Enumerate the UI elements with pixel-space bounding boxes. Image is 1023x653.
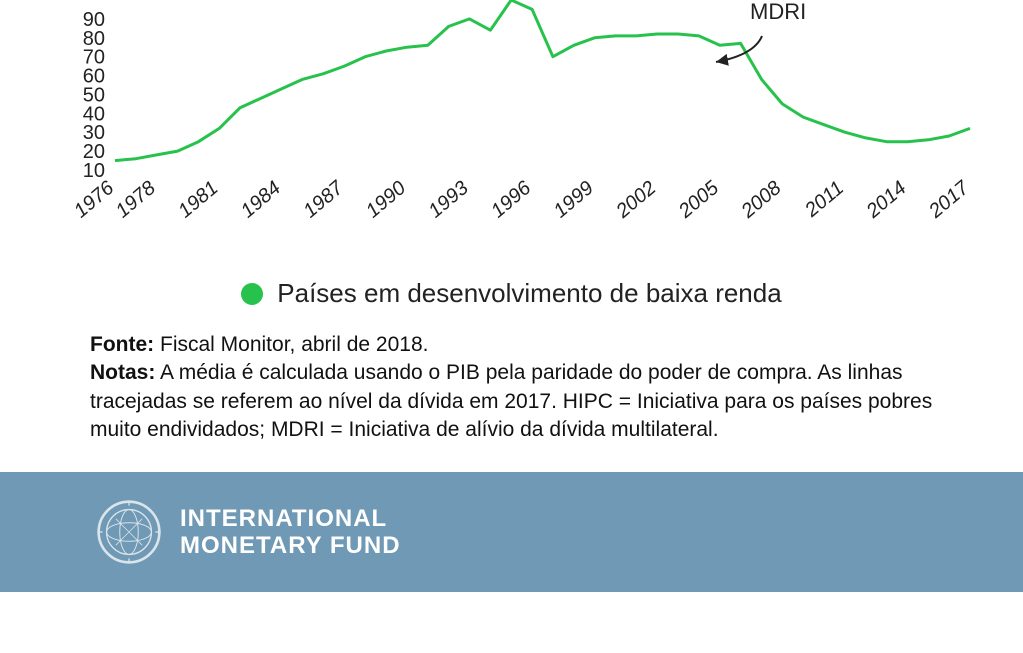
- svg-text:2017: 2017: [924, 176, 974, 223]
- svg-text:2005: 2005: [674, 176, 724, 223]
- svg-text:2002: 2002: [611, 177, 660, 223]
- annotation-line2: MDRI: [750, 0, 836, 24]
- chart-notes: Fonte: Fiscal Monitor, abril de 2018. No…: [90, 331, 933, 444]
- svg-text:70: 70: [83, 47, 105, 69]
- svg-text:90: 90: [83, 9, 105, 31]
- svg-text:2008: 2008: [737, 177, 786, 223]
- imf-seal-icon: [96, 499, 162, 565]
- legend: Países em desenvolvimento de baixa renda: [0, 278, 1023, 309]
- svg-text:2014: 2014: [862, 177, 911, 223]
- footer-banner: INTERNATIONAL MONETARY FUND: [0, 472, 1023, 592]
- svg-text:1981: 1981: [174, 177, 222, 222]
- svg-text:1984: 1984: [237, 177, 285, 222]
- svg-text:1996: 1996: [487, 176, 536, 222]
- svg-text:20: 20: [83, 141, 105, 163]
- svg-text:60: 60: [83, 66, 105, 88]
- svg-text:1993: 1993: [424, 177, 472, 222]
- svg-text:1990: 1990: [362, 177, 410, 222]
- debt-chart: 1020304050607080901976197819811984198719…: [0, 0, 1023, 260]
- svg-text:1987: 1987: [299, 176, 348, 222]
- annotation-mdri: Iniciativa MDRI: [750, 0, 836, 24]
- footer-line2: MONETARY FUND: [180, 532, 401, 560]
- svg-text:30: 30: [83, 122, 105, 144]
- svg-text:1976: 1976: [70, 176, 119, 222]
- notas-text: A média é calculada usando o PIB pela pa…: [90, 361, 932, 441]
- chart-svg: 1020304050607080901976197819811984198719…: [0, 0, 1023, 260]
- svg-text:2011: 2011: [800, 177, 848, 222]
- legend-label: Países em desenvolvimento de baixa renda: [277, 278, 781, 309]
- svg-text:1999: 1999: [550, 177, 598, 222]
- svg-text:1978: 1978: [112, 177, 160, 222]
- svg-text:40: 40: [83, 103, 105, 125]
- svg-text:50: 50: [83, 84, 105, 106]
- legend-dot: [241, 283, 263, 305]
- svg-text:80: 80: [83, 28, 105, 50]
- footer-line1: INTERNATIONAL: [180, 505, 401, 533]
- footer-text: INTERNATIONAL MONETARY FUND: [180, 505, 401, 560]
- fonte-text: Fiscal Monitor, abril de 2018.: [154, 333, 428, 356]
- fonte-label: Fonte:: [90, 333, 154, 356]
- notas-label: Notas:: [90, 361, 155, 384]
